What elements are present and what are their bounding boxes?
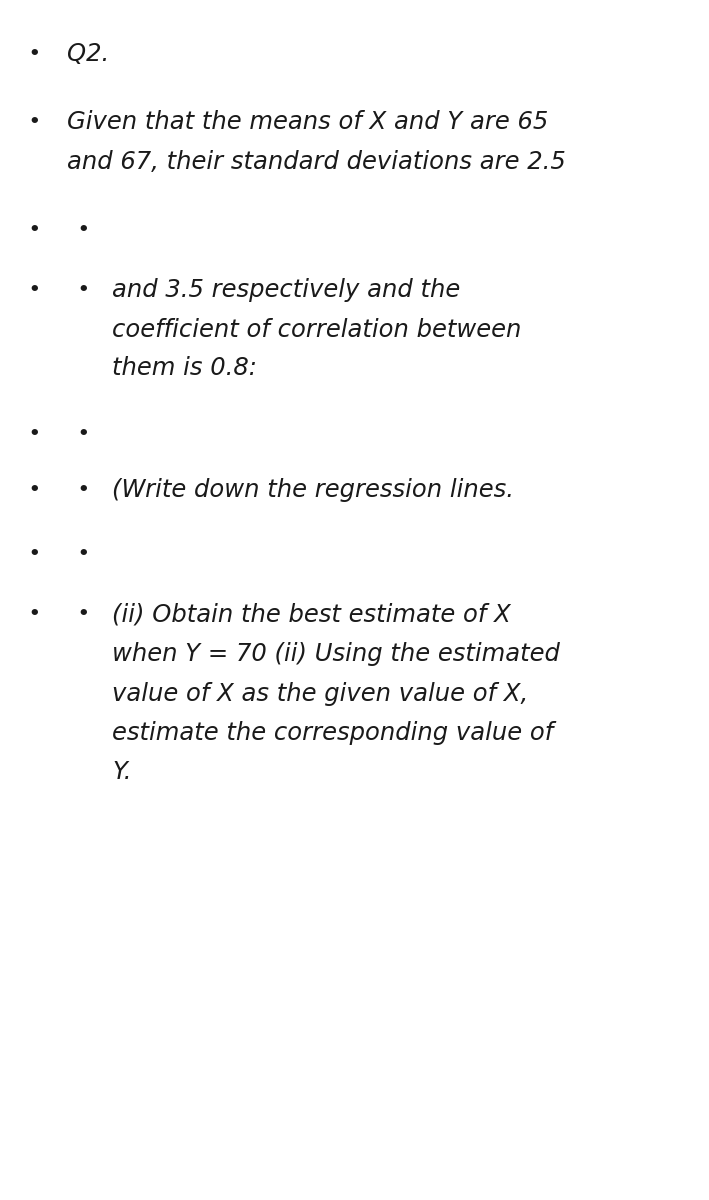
Text: •: • <box>78 425 89 443</box>
Text: •: • <box>28 605 40 624</box>
Text: •: • <box>78 545 89 563</box>
Text: •: • <box>28 113 40 131</box>
Text: •: • <box>28 44 40 62</box>
Text: •: • <box>28 545 40 563</box>
Text: •: • <box>78 605 89 624</box>
Text: (ii) Obtain the best estimate of X: (ii) Obtain the best estimate of X <box>112 602 510 626</box>
Text: them is 0.8:: them is 0.8: <box>112 356 257 380</box>
Text: •: • <box>28 480 40 499</box>
Text: •: • <box>28 425 40 443</box>
Text: coefficient of correlation between: coefficient of correlation between <box>112 318 521 342</box>
Text: •: • <box>78 480 89 499</box>
Text: Given that the means of X and Y are 65: Given that the means of X and Y are 65 <box>67 110 549 134</box>
Text: value of X as the given value of X,: value of X as the given value of X, <box>112 682 528 706</box>
Text: Q2.: Q2. <box>67 42 110 66</box>
Text: estimate the corresponding value of: estimate the corresponding value of <box>112 721 553 745</box>
Text: and 3.5 respectively and the: and 3.5 respectively and the <box>112 278 460 302</box>
Text: and 67, their standard deviations are 2.5: and 67, their standard deviations are 2.… <box>67 150 566 174</box>
Text: •: • <box>78 281 89 299</box>
Text: (Write down the regression lines.: (Write down the regression lines. <box>112 478 514 502</box>
Text: when Y = 70 (ii) Using the estimated: when Y = 70 (ii) Using the estimated <box>112 642 560 666</box>
Text: •: • <box>28 221 40 239</box>
Text: Y.: Y. <box>112 760 132 784</box>
Text: •: • <box>28 281 40 299</box>
Text: •: • <box>78 221 89 239</box>
